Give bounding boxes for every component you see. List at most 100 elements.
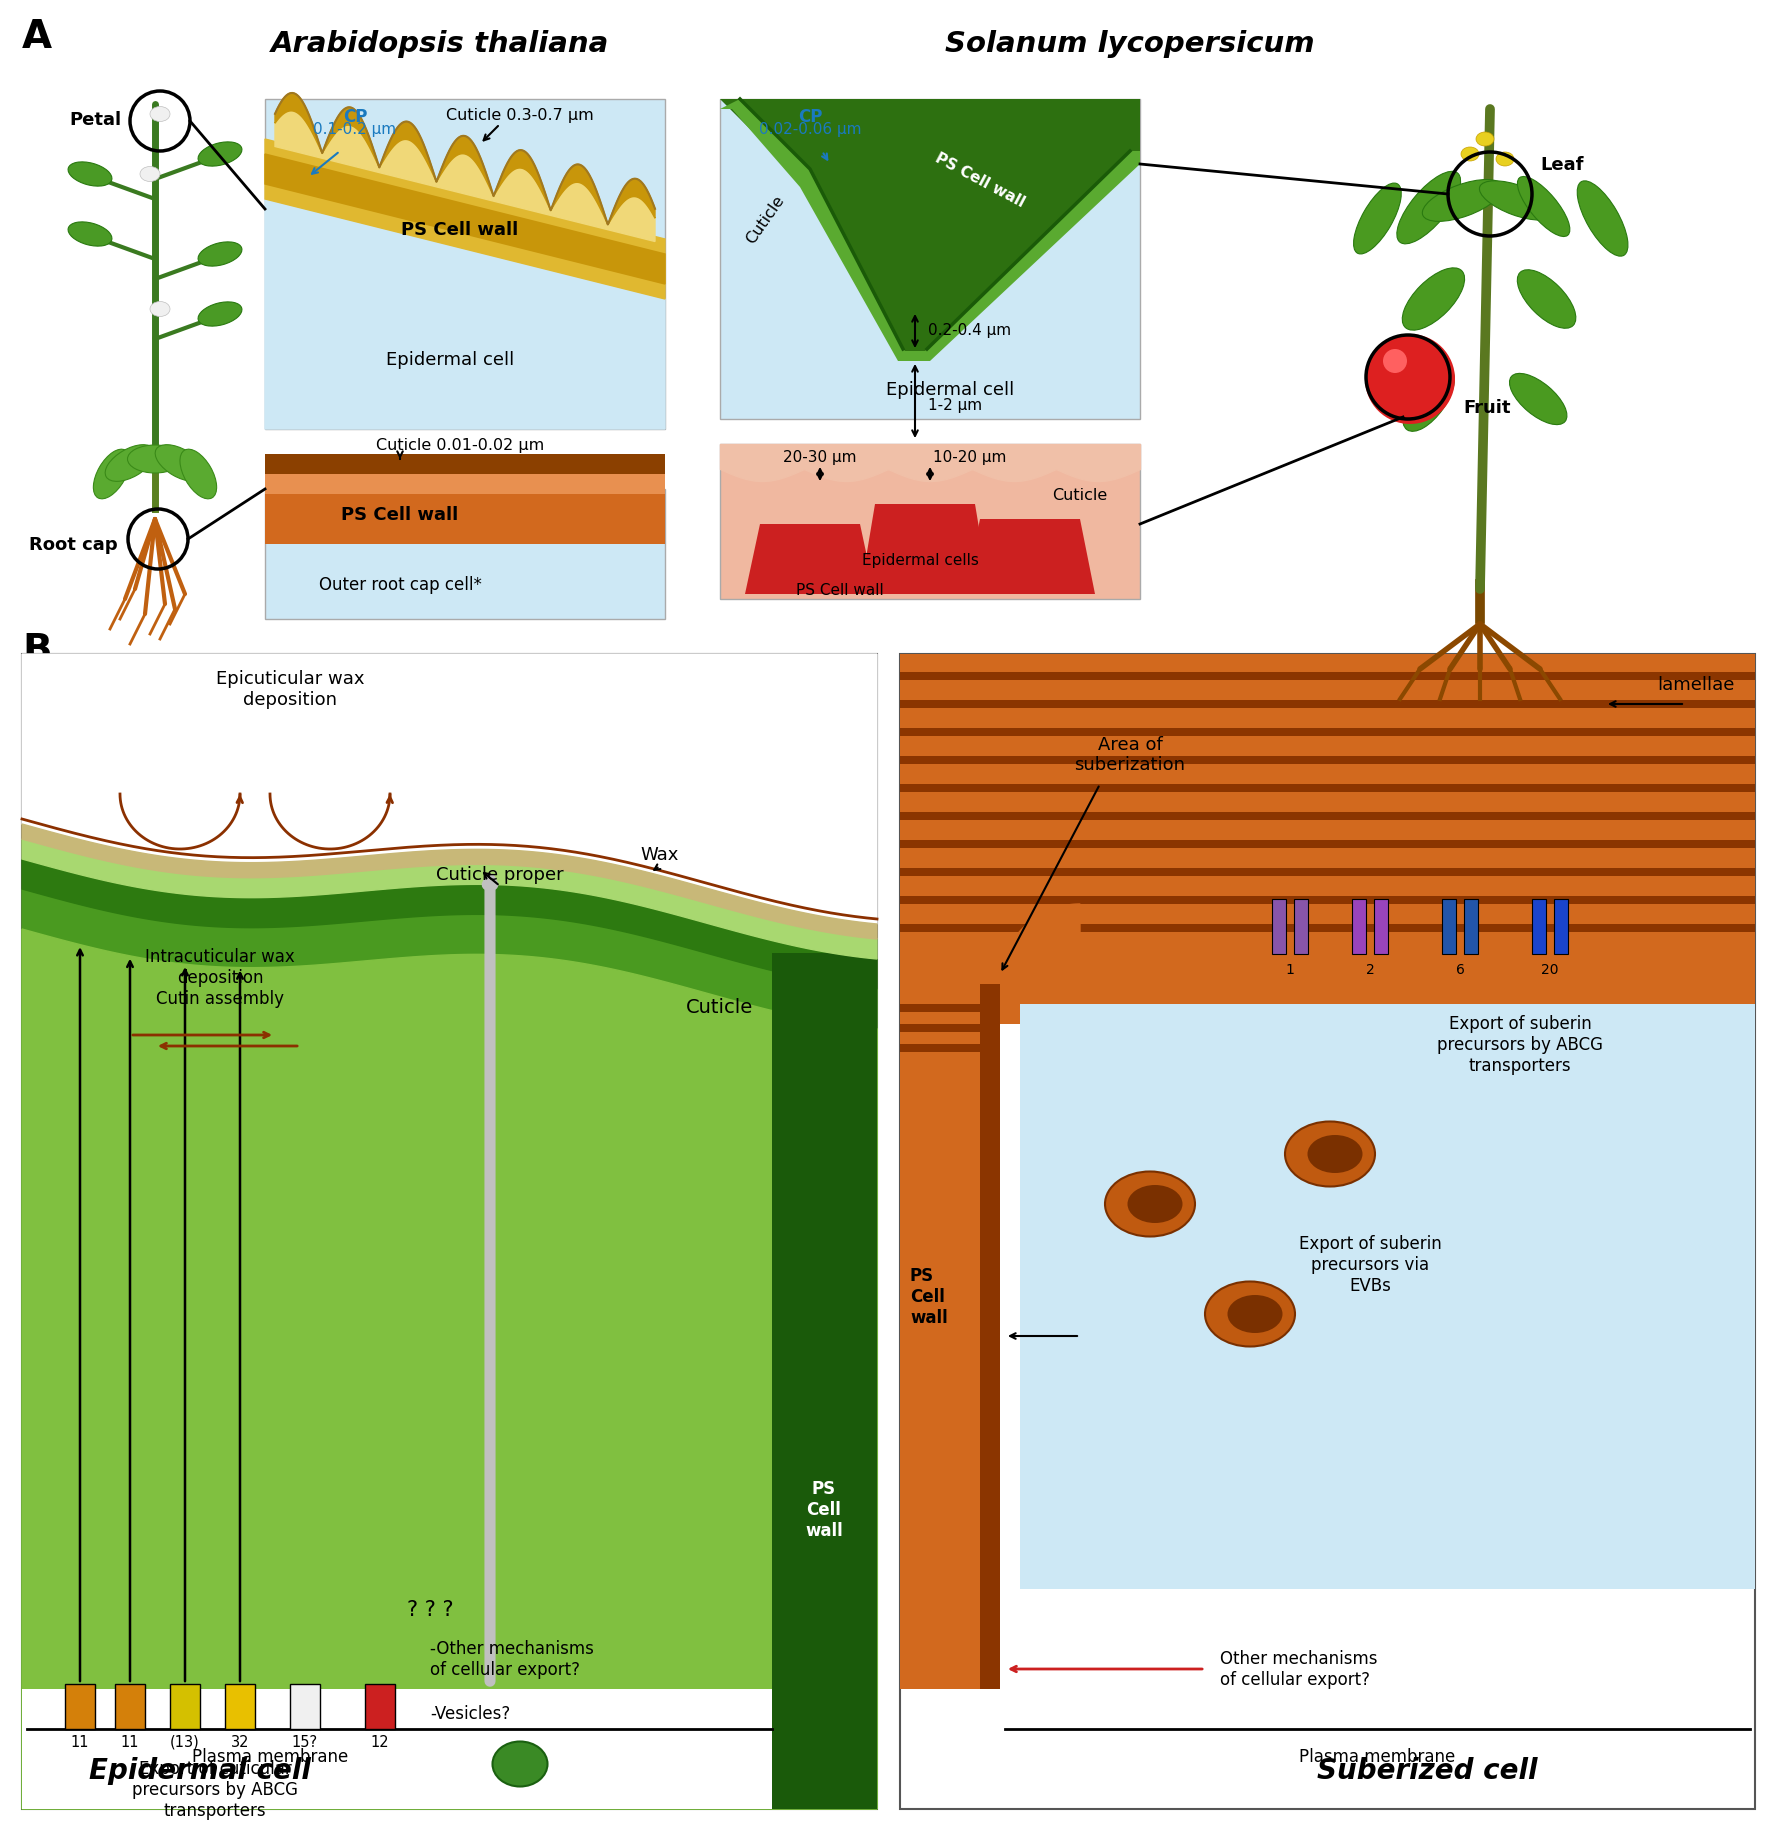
Text: 10-20 μm: 10-20 μm <box>933 449 1006 465</box>
Text: -Other mechanisms
of cellular export?: -Other mechanisms of cellular export? <box>430 1640 593 1678</box>
Ellipse shape <box>1403 368 1454 432</box>
Polygon shape <box>900 905 1080 984</box>
Text: PS
Cell
wall: PS Cell wall <box>910 1266 947 1326</box>
Text: Suberized cell: Suberized cell <box>1318 1757 1537 1784</box>
Text: Area of
suberization: Area of suberization <box>1075 735 1185 773</box>
Text: 1-2 μm: 1-2 μm <box>928 398 983 412</box>
Bar <box>900 984 1001 1689</box>
Bar <box>21 654 877 1808</box>
Text: 0.1-0.2 μm: 0.1-0.2 μm <box>313 123 397 137</box>
Text: CP: CP <box>797 108 822 126</box>
Text: Epicuticular wax
deposition: Epicuticular wax deposition <box>216 671 365 709</box>
Bar <box>1351 900 1365 954</box>
Ellipse shape <box>1475 134 1495 147</box>
Ellipse shape <box>140 167 159 183</box>
Ellipse shape <box>151 302 170 317</box>
Text: Other mechanisms
of cellular export?: Other mechanisms of cellular export? <box>1220 1649 1378 1687</box>
Text: 11: 11 <box>120 1735 140 1750</box>
Bar <box>266 454 664 474</box>
Polygon shape <box>721 101 1141 361</box>
Text: 11: 11 <box>71 1735 89 1750</box>
Bar <box>900 1024 986 1033</box>
Text: Root cap: Root cap <box>30 535 119 553</box>
Polygon shape <box>266 156 664 284</box>
Ellipse shape <box>67 163 112 187</box>
Ellipse shape <box>1204 1282 1295 1347</box>
Ellipse shape <box>1518 271 1576 330</box>
Ellipse shape <box>1403 269 1465 332</box>
Text: Cuticle 0.01-0.02 μm: Cuticle 0.01-0.02 μm <box>375 438 544 453</box>
Ellipse shape <box>1307 1136 1362 1172</box>
Text: PS Cell wall: PS Cell wall <box>342 506 459 524</box>
Text: 20-30 μm: 20-30 μm <box>783 449 857 465</box>
Text: Cuticle 0.3-0.7 μm: Cuticle 0.3-0.7 μm <box>446 108 593 123</box>
Bar <box>900 868 1755 876</box>
Bar <box>900 1004 994 1013</box>
Text: (13): (13) <box>170 1735 200 1750</box>
Bar <box>900 654 1755 1024</box>
Bar <box>225 1684 255 1729</box>
Text: Cuticle: Cuticle <box>1052 487 1107 502</box>
Polygon shape <box>746 524 875 595</box>
Text: Epidermal cell: Epidermal cell <box>89 1757 312 1784</box>
Bar <box>900 896 1755 905</box>
Text: Plasma membrane: Plasma membrane <box>191 1748 349 1764</box>
Ellipse shape <box>1353 183 1401 255</box>
Text: Cuticle: Cuticle <box>687 998 754 1017</box>
Ellipse shape <box>198 244 243 267</box>
Bar <box>115 1684 145 1729</box>
Polygon shape <box>266 139 664 300</box>
Text: PS
Cell
wall: PS Cell wall <box>806 1480 843 1539</box>
Ellipse shape <box>1105 1172 1195 1237</box>
Bar <box>21 1689 772 1808</box>
Bar <box>1295 900 1309 954</box>
Text: Fruit: Fruit <box>1463 399 1511 416</box>
Ellipse shape <box>94 451 129 500</box>
Bar <box>900 784 1755 793</box>
Text: 12: 12 <box>370 1735 390 1750</box>
Ellipse shape <box>1479 181 1555 222</box>
Text: Export of suberin
precursors via
EVBs: Export of suberin precursors via EVBs <box>1298 1235 1442 1293</box>
Polygon shape <box>21 859 877 989</box>
Polygon shape <box>275 112 655 242</box>
Bar <box>1272 900 1286 954</box>
Text: A: A <box>21 18 51 57</box>
Bar <box>900 841 1755 848</box>
Text: 2: 2 <box>1365 962 1374 976</box>
Text: Leaf: Leaf <box>1541 156 1583 174</box>
Text: Export of cuticular
precursors by ABCG
transporters: Export of cuticular precursors by ABCG t… <box>133 1759 298 1819</box>
Bar <box>66 1684 96 1729</box>
Text: 32: 32 <box>230 1735 250 1750</box>
Bar <box>900 654 1755 1808</box>
Text: Cuticle proper: Cuticle proper <box>436 865 563 883</box>
Bar <box>266 101 664 431</box>
Polygon shape <box>21 839 877 960</box>
Ellipse shape <box>1518 178 1569 238</box>
Ellipse shape <box>1578 181 1628 256</box>
Bar <box>1465 900 1479 954</box>
Text: PS Cell wall: PS Cell wall <box>933 150 1027 211</box>
Text: Arabidopsis thaliana: Arabidopsis thaliana <box>271 29 609 59</box>
Circle shape <box>1383 350 1406 374</box>
Ellipse shape <box>156 445 205 482</box>
Text: lamellae: lamellae <box>1658 676 1736 694</box>
Text: Cuticle: Cuticle <box>744 192 786 247</box>
Bar <box>170 1684 200 1729</box>
Polygon shape <box>21 929 877 1808</box>
Ellipse shape <box>198 143 243 167</box>
Text: Epidermal cell: Epidermal cell <box>886 381 1015 399</box>
Text: 6: 6 <box>1456 962 1465 976</box>
Bar <box>900 813 1755 821</box>
Text: Petal: Petal <box>69 112 122 128</box>
Ellipse shape <box>198 302 243 326</box>
Ellipse shape <box>1227 1295 1282 1334</box>
Text: CP: CP <box>344 108 367 126</box>
Text: Outer root cap cell*: Outer root cap cell* <box>319 575 482 594</box>
Bar <box>900 729 1755 736</box>
Bar <box>1020 1004 1755 1588</box>
Bar <box>900 757 1755 764</box>
Text: PS Cell wall: PS Cell wall <box>402 222 519 238</box>
Polygon shape <box>21 890 877 1808</box>
Bar <box>1442 900 1456 954</box>
Bar <box>1532 900 1546 954</box>
